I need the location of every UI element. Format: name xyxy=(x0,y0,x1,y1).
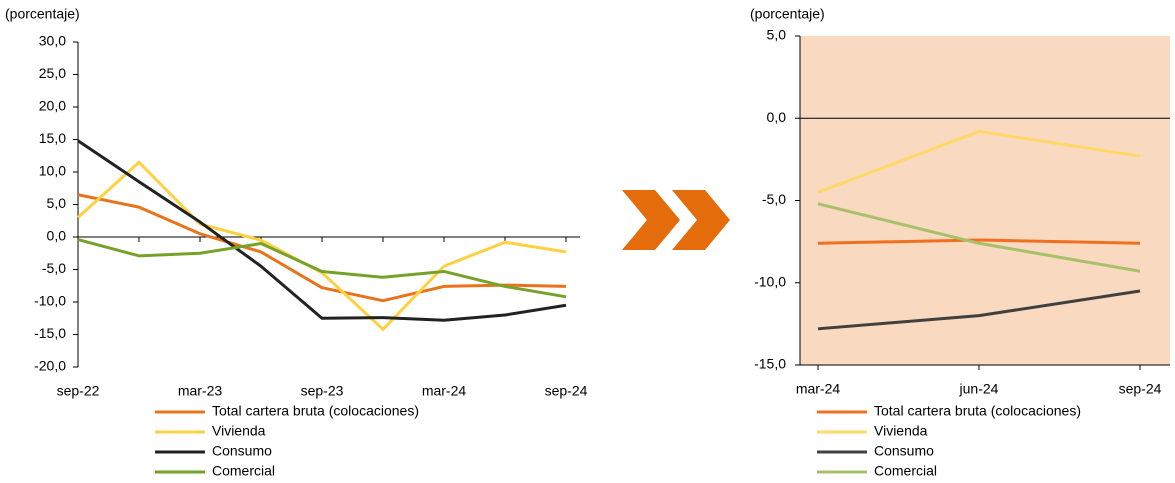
legend-label: Comercial xyxy=(874,463,937,479)
y-axis-unit: (porcentaje) xyxy=(5,6,80,22)
legend-label: Vivienda xyxy=(212,423,266,439)
x-tick-label: jun-24 xyxy=(959,381,999,397)
chevron xyxy=(622,190,680,250)
series-line xyxy=(77,139,567,322)
x-tick-label: sep-24 xyxy=(545,383,588,399)
series-line xyxy=(77,193,567,303)
series-line xyxy=(77,238,567,299)
y-tick-label: -5,0 xyxy=(42,260,66,276)
y-tick-label: -10,0 xyxy=(754,273,786,289)
plot-background xyxy=(800,36,1170,365)
y-tick-label: 0,0 xyxy=(767,109,787,125)
arrows xyxy=(622,190,730,250)
x-tick-label: mar-24 xyxy=(422,383,467,399)
series-line xyxy=(817,238,1141,245)
x-tick-label: sep-23 xyxy=(301,383,344,399)
legend-label: Vivienda xyxy=(874,423,928,439)
y-tick-label: -10,0 xyxy=(34,293,66,309)
legend-label: Total cartera bruta (colocaciones) xyxy=(874,403,1081,419)
y-tick-label: 30,0 xyxy=(39,33,66,49)
y-tick-label: -15,0 xyxy=(34,325,66,341)
series-line xyxy=(76,160,567,331)
y-tick-label: 20,0 xyxy=(39,98,66,114)
y-tick-label: 0,0 xyxy=(47,228,67,244)
y-tick-label: 15,0 xyxy=(39,130,66,146)
x-tick-label: mar-23 xyxy=(178,383,223,399)
y-tick-label: -5,0 xyxy=(762,191,786,207)
legend-label: Consumo xyxy=(212,443,272,459)
legend-label: Comercial xyxy=(212,463,275,479)
y-axis-unit: (porcentaje) xyxy=(750,6,825,22)
series-line xyxy=(817,289,1141,331)
y-tick-label: 10,0 xyxy=(39,163,66,179)
series-line xyxy=(817,129,1141,194)
legend-label: Total cartera bruta (colocaciones) xyxy=(212,403,419,419)
x-tick-label: sep-22 xyxy=(57,383,100,399)
y-tick-label: -15,0 xyxy=(754,356,786,372)
y-tick-label: 5,0 xyxy=(767,27,787,43)
x-tick-label: mar-24 xyxy=(796,381,841,397)
legend-label: Consumo xyxy=(874,443,934,459)
x-tick-label: sep-24 xyxy=(1119,381,1162,397)
chevron xyxy=(672,190,730,250)
y-tick-label: 5,0 xyxy=(47,195,67,211)
y-tick-label: -20,0 xyxy=(34,358,66,374)
y-tick-label: 25,0 xyxy=(39,65,66,81)
series-line xyxy=(817,202,1141,273)
